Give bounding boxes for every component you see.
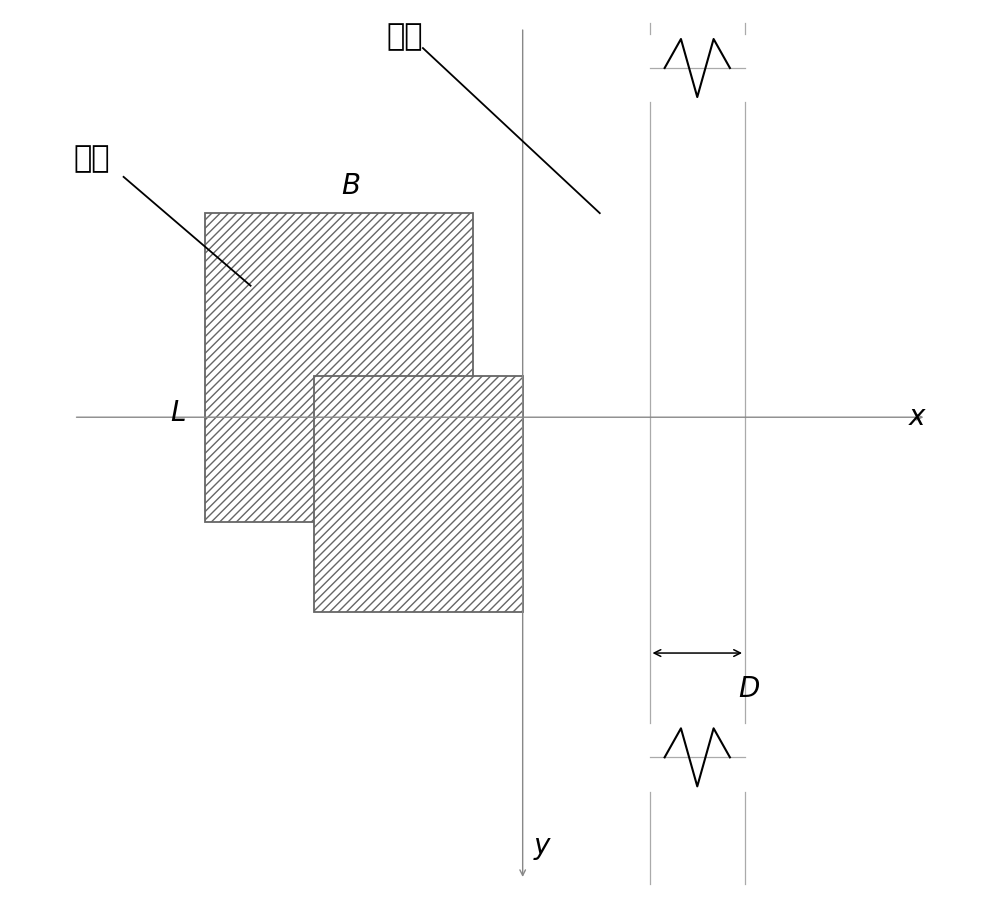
Text: $B$: $B$	[341, 172, 360, 200]
Text: $y$: $y$	[533, 834, 552, 862]
Bar	[314, 376, 523, 612]
Text: 堆载: 堆载	[74, 144, 110, 173]
Bar	[205, 213, 473, 522]
Text: $L$: $L$	[170, 399, 186, 426]
Text: $D$: $D$	[738, 676, 760, 703]
Text: $x$: $x$	[908, 404, 927, 431]
Text: 隧道: 隧道	[387, 22, 423, 51]
